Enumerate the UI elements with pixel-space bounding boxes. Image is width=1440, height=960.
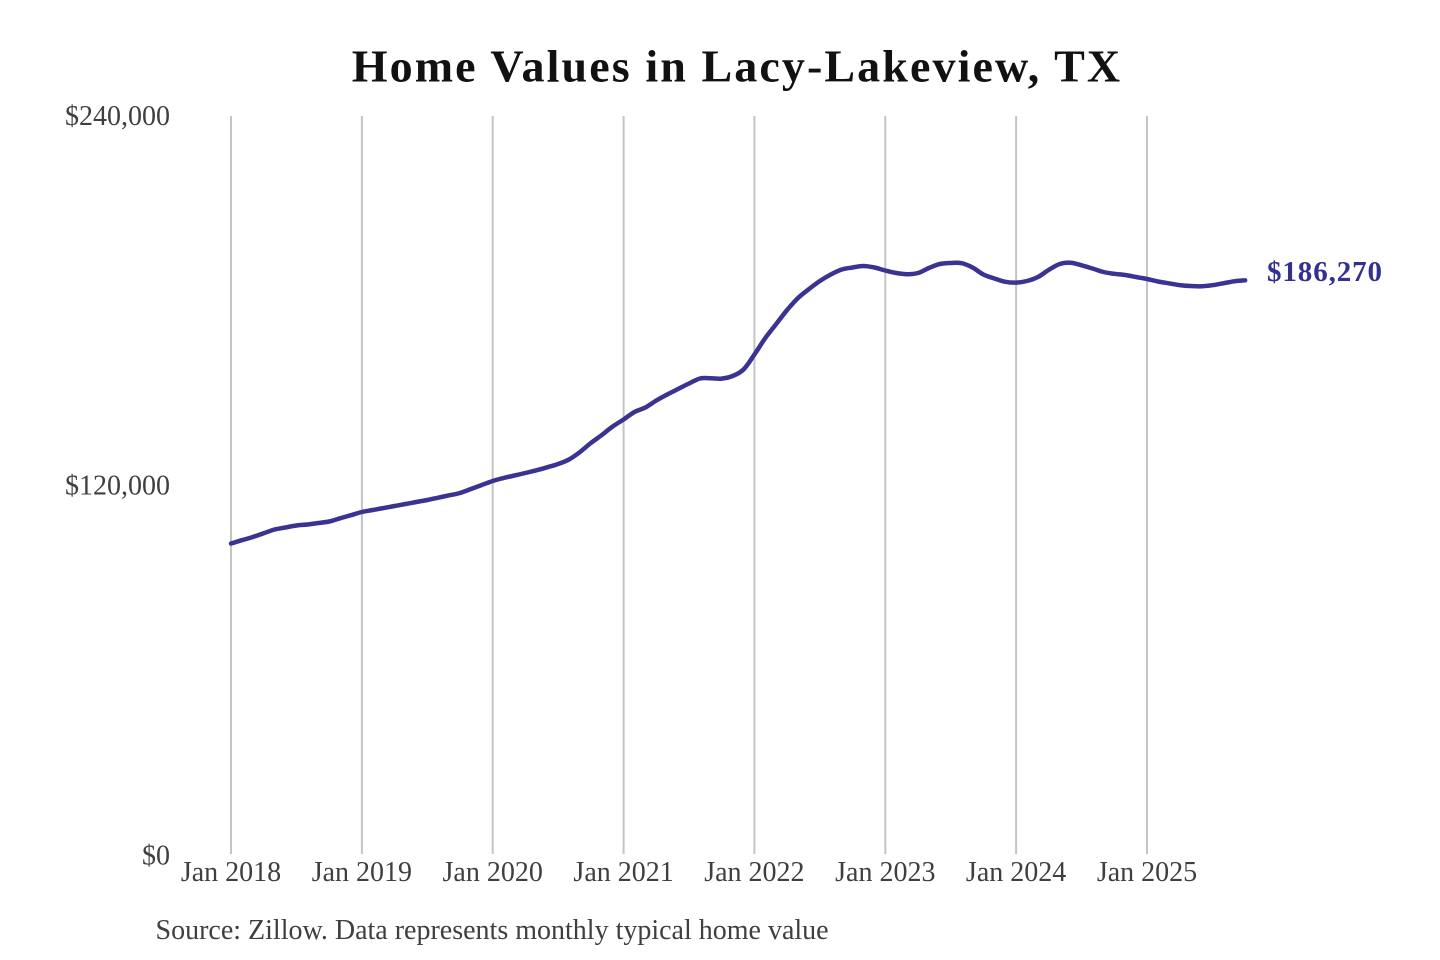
svg-text:Jan 2020: Jan 2020 [443,857,543,888]
svg-text:Jan 2023: Jan 2023 [835,857,935,888]
svg-text:Jan 2018: Jan 2018 [181,857,281,888]
svg-text:Jan 2021: Jan 2021 [573,857,673,888]
svg-text:Jan 2019: Jan 2019 [312,857,412,888]
svg-text:$0: $0 [142,840,170,871]
svg-text:Jan 2025: Jan 2025 [1097,857,1197,888]
svg-text:Home Values in Lacy-Lakeview,: Home Values in Lacy-Lakeview, TX [352,41,1122,92]
svg-text:Jan 2024: Jan 2024 [966,857,1066,888]
svg-text:$240,000: $240,000 [65,101,170,132]
svg-text:$120,000: $120,000 [65,470,170,501]
svg-text:Source: Zillow. Data represent: Source: Zillow. Data represents monthly … [156,915,829,946]
svg-text:$186,270: $186,270 [1267,256,1383,288]
svg-text:Jan 2022: Jan 2022 [704,857,804,888]
